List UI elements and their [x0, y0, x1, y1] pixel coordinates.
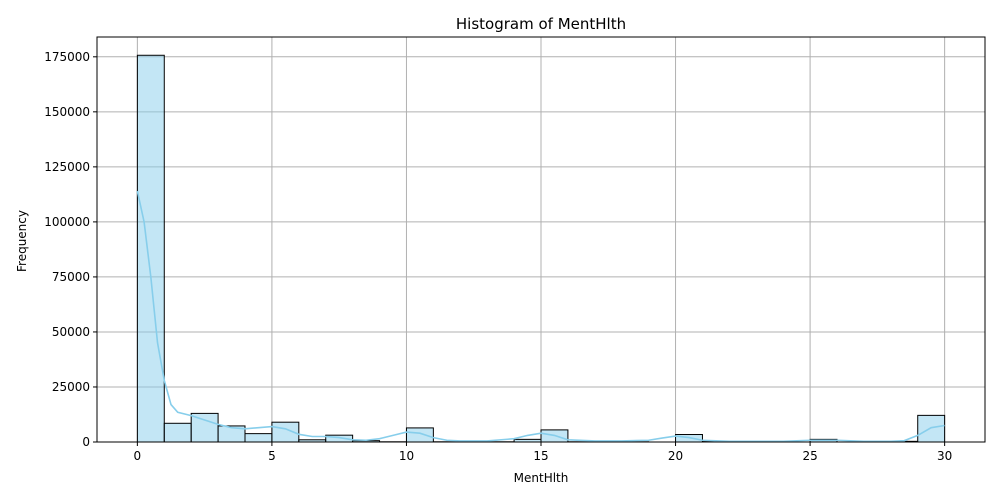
histogram-bar	[244, 433, 273, 443]
x-tick-label: 0	[134, 449, 142, 463]
x-tick-label: 30	[937, 449, 952, 463]
x-tick-label: 5	[268, 449, 276, 463]
y-tick-label: 0	[82, 435, 90, 449]
x-tick-label: 15	[533, 449, 548, 463]
x-axis-ticks: 0 5 10 15 20 25 30	[134, 442, 952, 463]
histogram-bar	[405, 427, 434, 443]
x-tick-label: 20	[668, 449, 683, 463]
histogram-bar	[917, 414, 946, 443]
chart-title: Histogram of MentHlth	[456, 15, 626, 33]
histogram-bars	[136, 54, 946, 443]
x-axis-label: MentHlth	[514, 471, 569, 485]
grid-lines	[97, 37, 985, 443]
histogram-bar	[163, 422, 192, 443]
kde-density-line	[136, 190, 945, 443]
y-tick-label: 175000	[44, 50, 90, 64]
y-tick-label: 150000	[44, 105, 90, 119]
x-tick-label: 10	[399, 449, 414, 463]
y-tick-label: 125000	[44, 160, 90, 174]
histogram-bar	[190, 412, 219, 443]
y-tick-label: 50000	[52, 325, 90, 339]
y-tick-label: 100000	[44, 215, 90, 229]
y-axis-label: Frequency	[15, 210, 29, 272]
x-tick-label: 25	[802, 449, 817, 463]
histogram-bar	[136, 54, 165, 443]
y-tick-label: 75000	[52, 270, 90, 284]
y-axis-ticks: 0 25000 50000 75000 100000 125000 150000 175000	[44, 50, 97, 449]
y-tick-label: 25000	[52, 380, 90, 394]
